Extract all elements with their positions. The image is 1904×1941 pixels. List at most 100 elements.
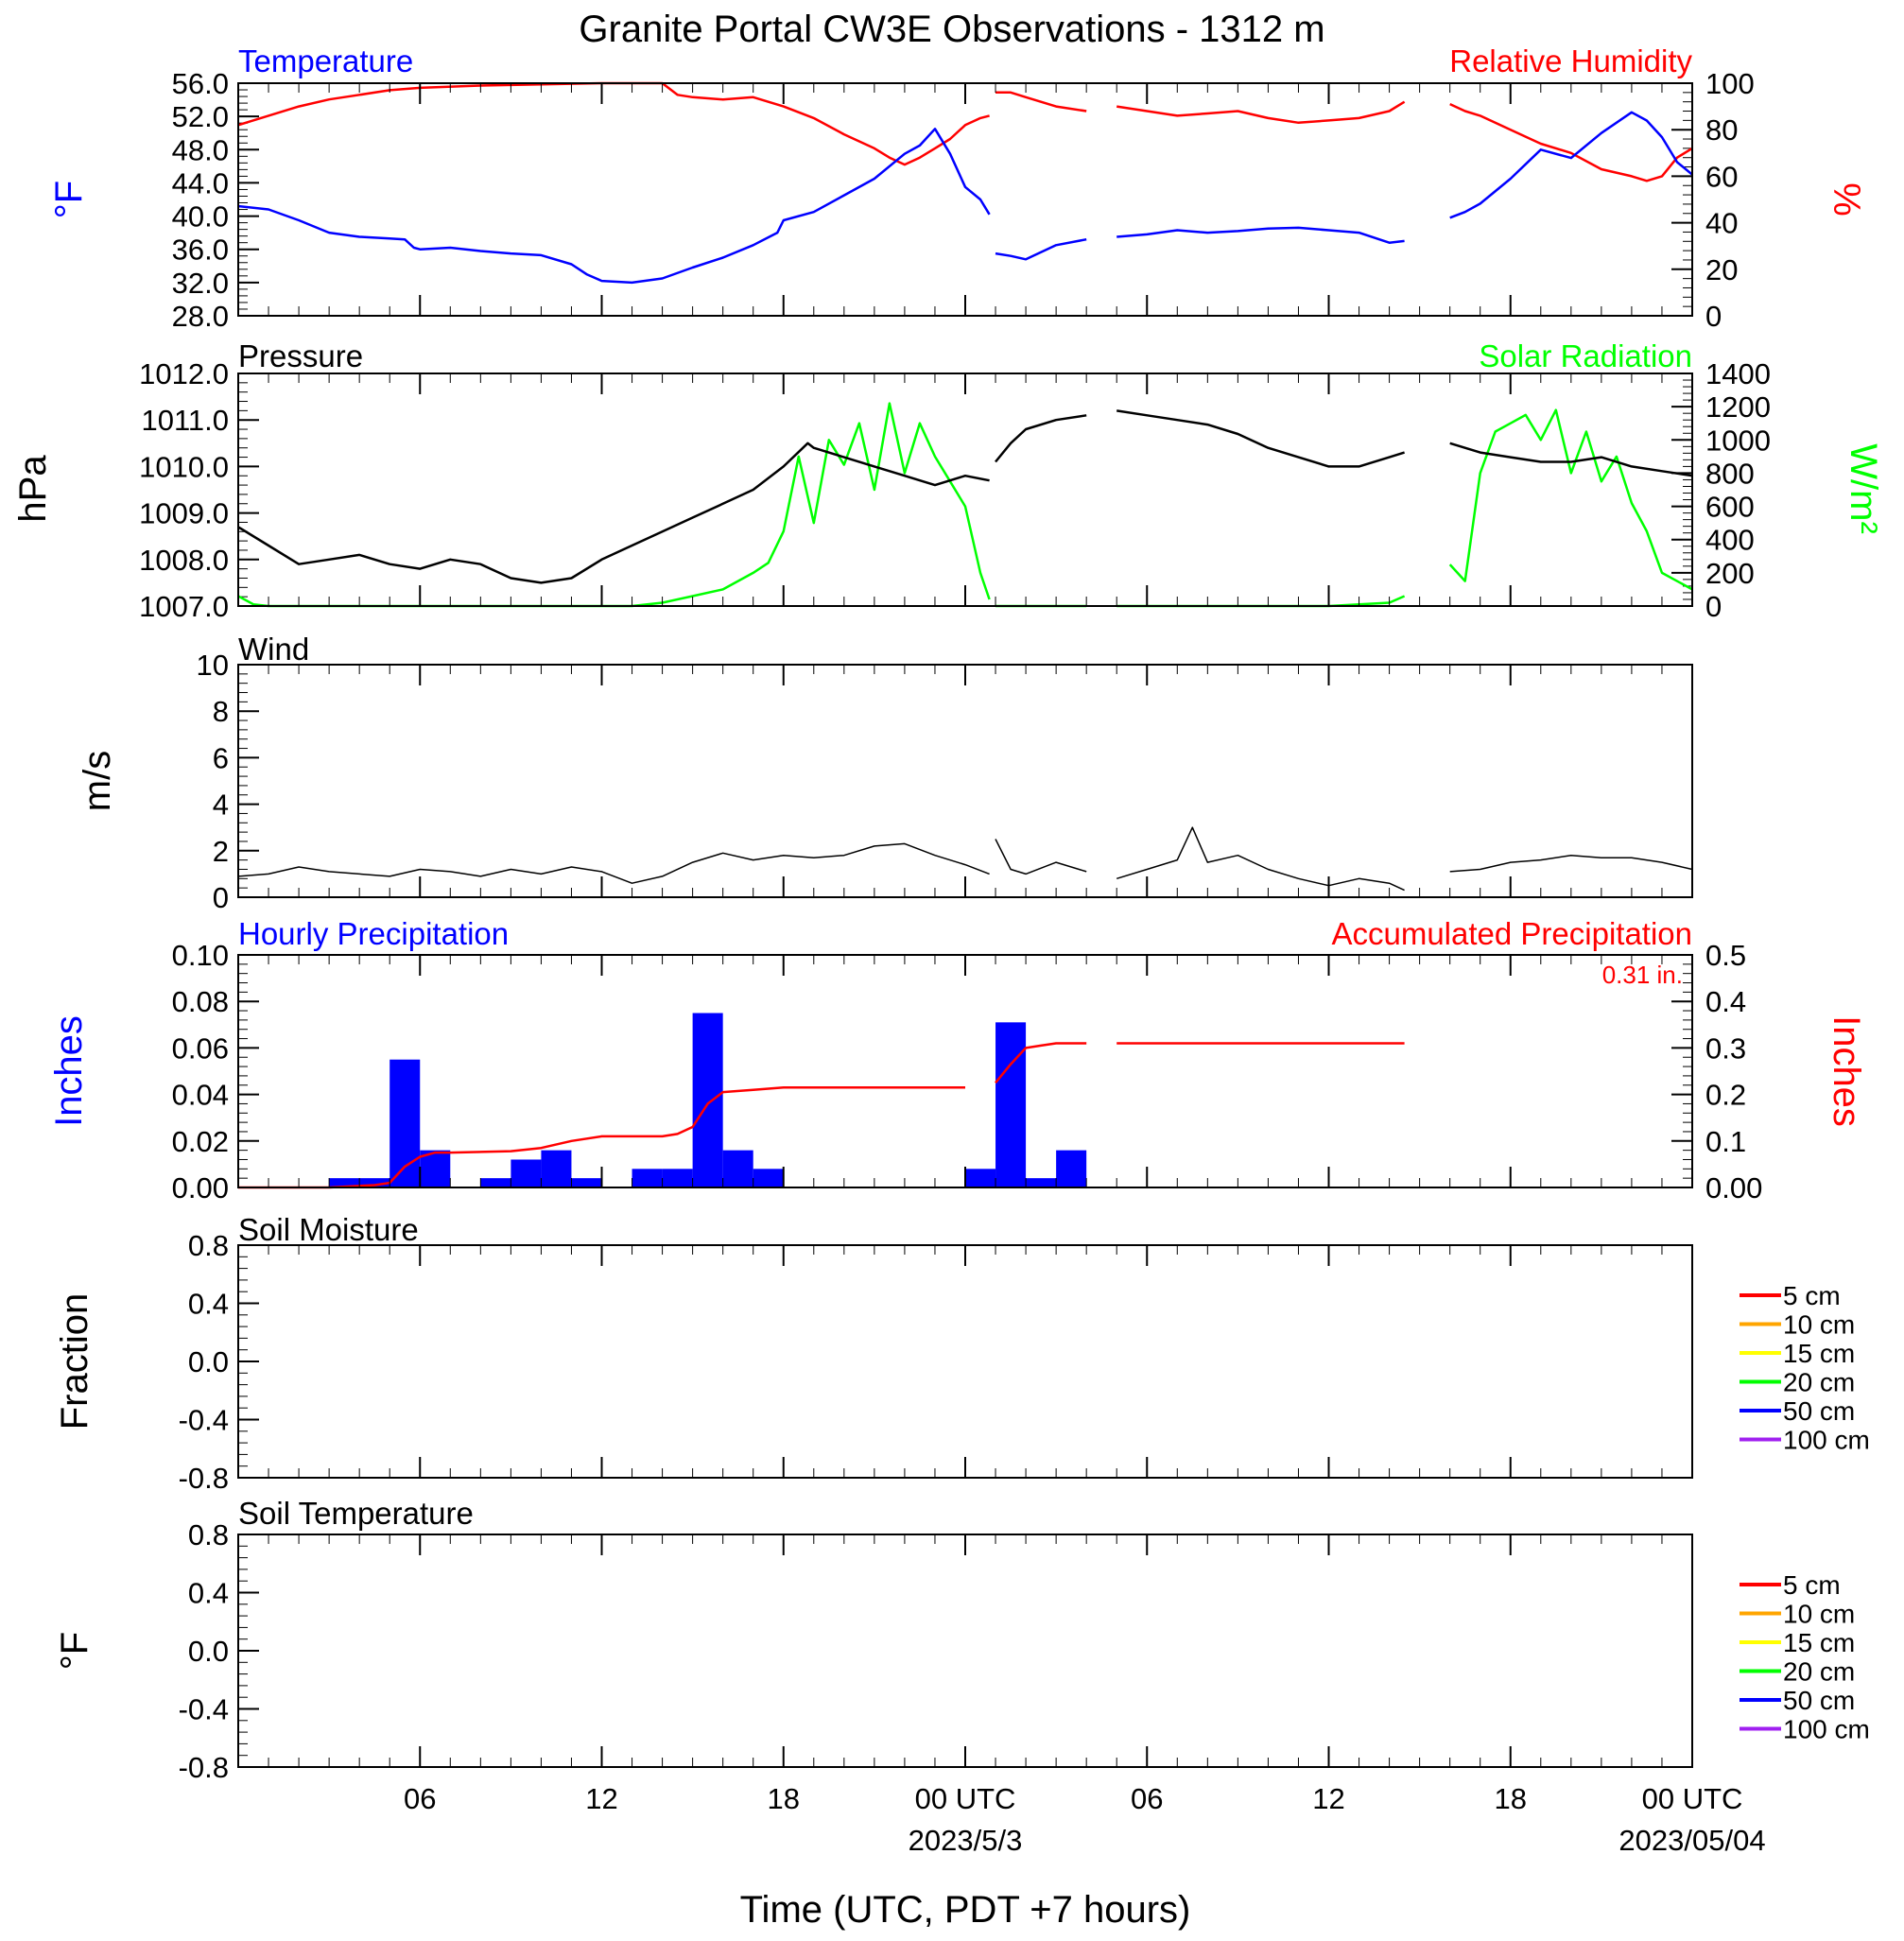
hourly-precip-axis-tick-label: 0.04 [172, 1079, 229, 1112]
hourly-precip-bar [995, 1022, 1027, 1187]
soil-moisture-axis-tick-label: 0.4 [188, 1288, 229, 1321]
wind-panel: Wind m/s 0 2 4 6 8 10 [77, 632, 1693, 914]
pressure-axis-tick-label: 1009.0 [139, 497, 229, 530]
hourly-precip-bar [511, 1159, 542, 1187]
wind-unit-label: m/s [77, 751, 118, 811]
hourly-precip-bar [1056, 1150, 1087, 1187]
soil-moisture-axis-tick-label: 0.0 [188, 1345, 229, 1378]
x-tick-label: 00 UTC [1642, 1782, 1743, 1815]
pressure-frame [237, 373, 1693, 607]
x-tick-label: 06 [1131, 1782, 1163, 1815]
hourly-precip-bar [692, 1013, 723, 1187]
temperature-axis-tick-label: 48.0 [172, 133, 229, 166]
soil-moisture-axis-tick-label: -0.8 [179, 1462, 229, 1495]
legend-label: 100 cm [1783, 1715, 1870, 1744]
x-tick-label: 18 [1495, 1782, 1527, 1815]
hourly-precip-bar [329, 1178, 360, 1187]
solar-axis-tick-label: 600 [1705, 491, 1755, 524]
pressure-panel: Pressure Solar Radiation hPa W/m² 1007.0… [12, 338, 1884, 623]
humidity-line [237, 81, 1693, 182]
wind-axis: 0 2 4 6 8 10 [197, 649, 259, 914]
pressure-line [237, 409, 1693, 584]
humidity-axis-tick-label: 0 [1705, 300, 1722, 333]
humidity-axis: 0 20 40 60 80 100 [1671, 67, 1755, 333]
accum-precip-axis-tick-label: 0.5 [1705, 939, 1746, 972]
hourly-precip-axis-tick-label: 0.08 [172, 985, 229, 1018]
soil-temp-axis-tick-label: -0.4 [179, 1693, 229, 1726]
x-tick-label: 00 UTC [915, 1782, 1016, 1815]
legend-label: 10 cm [1783, 1600, 1855, 1629]
temperature-axis-tick-label: 52.0 [172, 100, 229, 133]
hourly-precip-bar [662, 1169, 693, 1187]
accum-precip-axis-tick-label: 0.2 [1705, 1079, 1746, 1112]
x-tick-label: 18 [768, 1782, 800, 1815]
legend-label: 5 cm [1783, 1281, 1841, 1310]
soil-temp-frame [237, 1534, 1693, 1768]
soil-moisture-axis: -0.8 -0.4 0.0 0.4 0.8 [179, 1229, 259, 1495]
soil-moisture-title: Soil Moisture [238, 1212, 419, 1247]
humidity-axis-tick-label: 100 [1705, 67, 1755, 100]
solar-axis-tick-label: 1200 [1705, 390, 1771, 424]
hourly-precip-axis-tick-label: 0.00 [172, 1171, 229, 1204]
soil-temp-axis-tick-label: -0.8 [179, 1751, 229, 1784]
accum-precip-axis-tick-label: 0.00 [1705, 1171, 1762, 1204]
soil-temp-title: Soil Temperature [238, 1496, 474, 1531]
chart-title: Granite Portal CW3E Observations - 1312 … [579, 9, 1324, 50]
wind-speed-line [237, 826, 1693, 892]
wind-frame [237, 664, 1693, 898]
hourly-precip-axis-tick-label: 0.02 [172, 1125, 229, 1158]
x-tick-label: 12 [585, 1782, 617, 1815]
solar-unit-label: W/m² [1843, 443, 1884, 534]
accum-precip-axis-tick-label: 0.4 [1705, 985, 1746, 1018]
hourly-precip-unit-label: Inches [48, 1015, 90, 1127]
wind-axis-tick-label: 2 [213, 835, 229, 868]
solar-title: Solar Radiation [1479, 338, 1692, 373]
x-date-label: 2023/05/04 [1618, 1824, 1765, 1857]
humidity-unit-label: % [1826, 182, 1867, 217]
pressure-axis-tick-label: 1010.0 [139, 450, 229, 483]
legend-label: 15 cm [1783, 1628, 1855, 1657]
accum-precip-unit-label: Inches [1826, 1015, 1867, 1127]
humidity-title: Relative Humidity [1449, 43, 1692, 78]
pressure-axis-tick-label: 1007.0 [139, 590, 229, 623]
soil-temp-axis-tick-label: 0.8 [188, 1518, 229, 1551]
precip-series-group [238, 1013, 1450, 1188]
soil-moisture-frame [237, 1244, 1693, 1479]
temperature-axis-tick-label: 28.0 [172, 300, 229, 333]
temperature-axis-tick-label: 40.0 [172, 200, 229, 234]
wind-axis-tick-label: 10 [197, 649, 229, 682]
wind-axis-tick-label: 0 [213, 881, 229, 914]
temperature-panel: Temperature Relative Humidity °F % 28.03… [48, 43, 1867, 333]
x-tick-label: 12 [1312, 1782, 1344, 1815]
precip-total-label: 0.31 in. [1602, 961, 1683, 989]
time-axis: 06 12 18 00 UTC 06 12 18 00 UTC 2023/5/3 2023/05/… [404, 1782, 1766, 1857]
hourly-precip-axis: 0.00 0.02 0.04 0.06 0.08 0.10 [172, 939, 259, 1204]
pressure-axis-tick-label: 1008.0 [139, 544, 229, 577]
accum-precip-axis-tick-label: 0.3 [1705, 1031, 1746, 1065]
wind-axis-tick-label: 4 [213, 789, 229, 822]
accum-precip-axis-tick-label: 0.1 [1705, 1125, 1746, 1158]
hourly-precip-bar [541, 1150, 572, 1187]
soil-moisture-axis-tick-label: -0.4 [179, 1404, 229, 1437]
accum-precip-axis: 0.00 0.1 0.2 0.3 0.4 0.5 [1671, 939, 1762, 1204]
pressure-axis-tick-label: 1012.0 [139, 357, 229, 390]
wind-series-group [237, 826, 1693, 892]
hourly-precip-bar [1026, 1178, 1057, 1187]
solar-axis-tick-label: 0 [1705, 590, 1722, 623]
hourly-precip-title: Hourly Precipitation [238, 916, 509, 951]
hourly-precip-bar [632, 1169, 663, 1187]
temperature-frame [237, 82, 1693, 317]
solar-axis-tick-label: 200 [1705, 557, 1755, 590]
humidity-axis-tick-label: 60 [1705, 160, 1738, 193]
pressure-axis: 1007.0 1008.0 1009.0 1010.0 1011.0 1012.0 [139, 357, 259, 623]
hourly-precip-bar [722, 1150, 753, 1187]
temperature-axis-tick-label: 56.0 [172, 67, 229, 100]
legend-label: 15 cm [1783, 1339, 1855, 1368]
legend-label: 100 cm [1783, 1426, 1870, 1455]
legend-label: 50 cm [1783, 1396, 1855, 1426]
legend-label: 20 cm [1783, 1368, 1855, 1397]
temperature-axis: 28.032.036.040.044.048.052.056.0 [172, 67, 259, 333]
humidity-axis-tick-label: 20 [1705, 253, 1738, 286]
